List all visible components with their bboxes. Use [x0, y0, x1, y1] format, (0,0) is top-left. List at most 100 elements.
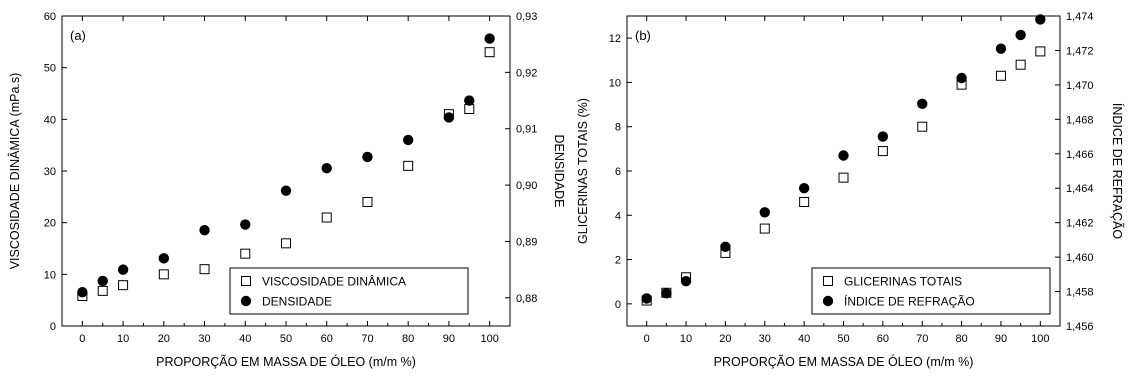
data-point-square [838, 172, 849, 183]
y2-tick-label: 1,456 [1066, 321, 1094, 333]
x-tick-label: 100 [480, 333, 498, 345]
x-tick-label: 90 [995, 333, 1007, 345]
legend-marker-square [241, 276, 251, 286]
data-point-square [97, 285, 108, 296]
x-tick-label: 50 [837, 333, 849, 345]
data-point-square [464, 104, 475, 114]
data-point-circle [199, 224, 210, 236]
legend-label: DENSIDADE [262, 295, 332, 309]
legend-box [811, 267, 1051, 315]
x-tick-label: 70 [361, 333, 373, 345]
y-tick-label: 0 [615, 299, 621, 311]
legend-label: GLICERINAS TOTAIS [844, 275, 962, 289]
x-tick-label: 40 [239, 333, 251, 345]
data-point-square [240, 248, 251, 259]
y2-tick-label: 0,88 [516, 293, 537, 305]
data-point-circle [917, 98, 928, 110]
legend-marker-square [823, 276, 833, 286]
data-point-circle [1035, 14, 1046, 25]
x-tick-label: 60 [321, 333, 333, 345]
x-tick-label: 20 [719, 333, 731, 345]
y2-tick-label: 1,458 [1066, 287, 1094, 299]
data-point-circle [158, 253, 170, 264]
data-point-square [1015, 59, 1026, 70]
y2-tick-label: 0,93 [516, 11, 537, 23]
x-tick-label: 30 [198, 333, 210, 345]
y-tick-label: 6 [615, 166, 621, 178]
y-tick-label: 2 [615, 255, 621, 267]
data-point-circle [641, 293, 652, 304]
y-tick-label: 12 [609, 33, 621, 45]
data-point-circle [77, 286, 88, 298]
data-point-square [321, 212, 332, 223]
data-point-circle [464, 95, 475, 106]
data-point-square [362, 197, 373, 207]
data-point-circle [680, 276, 692, 287]
data-point-circle [484, 33, 495, 44]
data-point-circle [1015, 29, 1026, 41]
y2-tick-label: 0,92 [516, 67, 537, 79]
y2-tick-label: 1,472 [1066, 45, 1094, 57]
x-tick-label: 90 [443, 333, 455, 345]
x-tick-label: 100 [1031, 333, 1049, 345]
x-tick-label: 10 [117, 333, 129, 345]
data-point-circle [798, 183, 810, 194]
chart-a: 0 10 20 30 40 50 60 70 80 90 100 0 10 20 30 40 50 60 0,88 0… [7, 11, 566, 369]
data-point-square [199, 264, 210, 275]
y2-tick-label: 1,468 [1066, 114, 1094, 126]
y-tick-label: 4 [615, 210, 621, 222]
data-point-circle [995, 43, 1007, 54]
y2-tick-label: 1,460 [1066, 252, 1094, 264]
data-point-square [403, 160, 414, 171]
y-tick-label: 10 [609, 77, 621, 89]
data-point-circle [720, 241, 731, 252]
legend-label: ÍNDICE DE REFRAÇÃO [844, 294, 975, 309]
x-axis-label: PROPORÇÃO EM MASSA DE ÓLEO (m/m %) [714, 354, 974, 369]
data-point-circle [661, 288, 672, 299]
data-point-circle [97, 275, 108, 287]
data-point-circle [759, 207, 770, 218]
x-tick-label: 30 [759, 333, 771, 345]
panel-label: (b) [635, 28, 651, 43]
x-tick-label: 80 [955, 333, 967, 345]
y2-axis-label: DENSIDADE [552, 135, 566, 208]
data-point-circle [117, 264, 129, 275]
y-axis-label: GLICERINAS TOTAIS (%) [576, 98, 590, 244]
y-tick-label: 40 [44, 114, 56, 126]
x-tick-label: 80 [402, 333, 414, 345]
data-point-square [1035, 46, 1046, 57]
chart-b: 0 10 20 30 40 50 60 70 80 90 100 0 2 4 6 8 10 12 1,456 1,45… [576, 11, 1125, 369]
y-tick-label: 8 [615, 122, 621, 134]
data-point-square [158, 269, 169, 280]
y-axis-label: VISCOSIDADE DINÂMICA (mPa.s) [7, 73, 22, 270]
data-point-circle [838, 150, 849, 161]
data-point-square [281, 238, 291, 249]
x-tick-label: 60 [877, 333, 889, 345]
y2-tick-label: 1,470 [1066, 80, 1094, 92]
legend-marker-circle [822, 295, 834, 307]
y2-axis-label: ÍNDICE DE REFRAÇÃO [1110, 103, 1125, 239]
data-point-square [118, 280, 129, 291]
y-tick-label: 10 [44, 269, 56, 281]
x-tick-label: 70 [916, 333, 928, 345]
y-tick-label: 20 [44, 218, 56, 230]
data-point-circle [877, 131, 889, 142]
y-tick-label: 30 [44, 166, 56, 178]
data-point-circle [362, 151, 373, 163]
legend-marker-circle [240, 295, 252, 307]
y2-tick-label: 1,462 [1066, 218, 1094, 230]
y-tick-label: 0 [50, 321, 56, 333]
x-axis-label: PROPORÇÃO EM MASSA DE ÓLEO (m/m %) [156, 354, 416, 369]
data-point-square [759, 223, 770, 234]
data-point-circle [240, 219, 251, 230]
y2-tick-label: 1,474 [1066, 11, 1094, 23]
data-point-square [799, 197, 810, 207]
data-point-square [877, 146, 888, 157]
panel-label: (a) [70, 28, 86, 43]
data-point-square [484, 47, 495, 58]
data-point-square [995, 70, 1006, 81]
y-tick-label: 50 [44, 63, 56, 75]
data-point-circle [402, 134, 414, 146]
